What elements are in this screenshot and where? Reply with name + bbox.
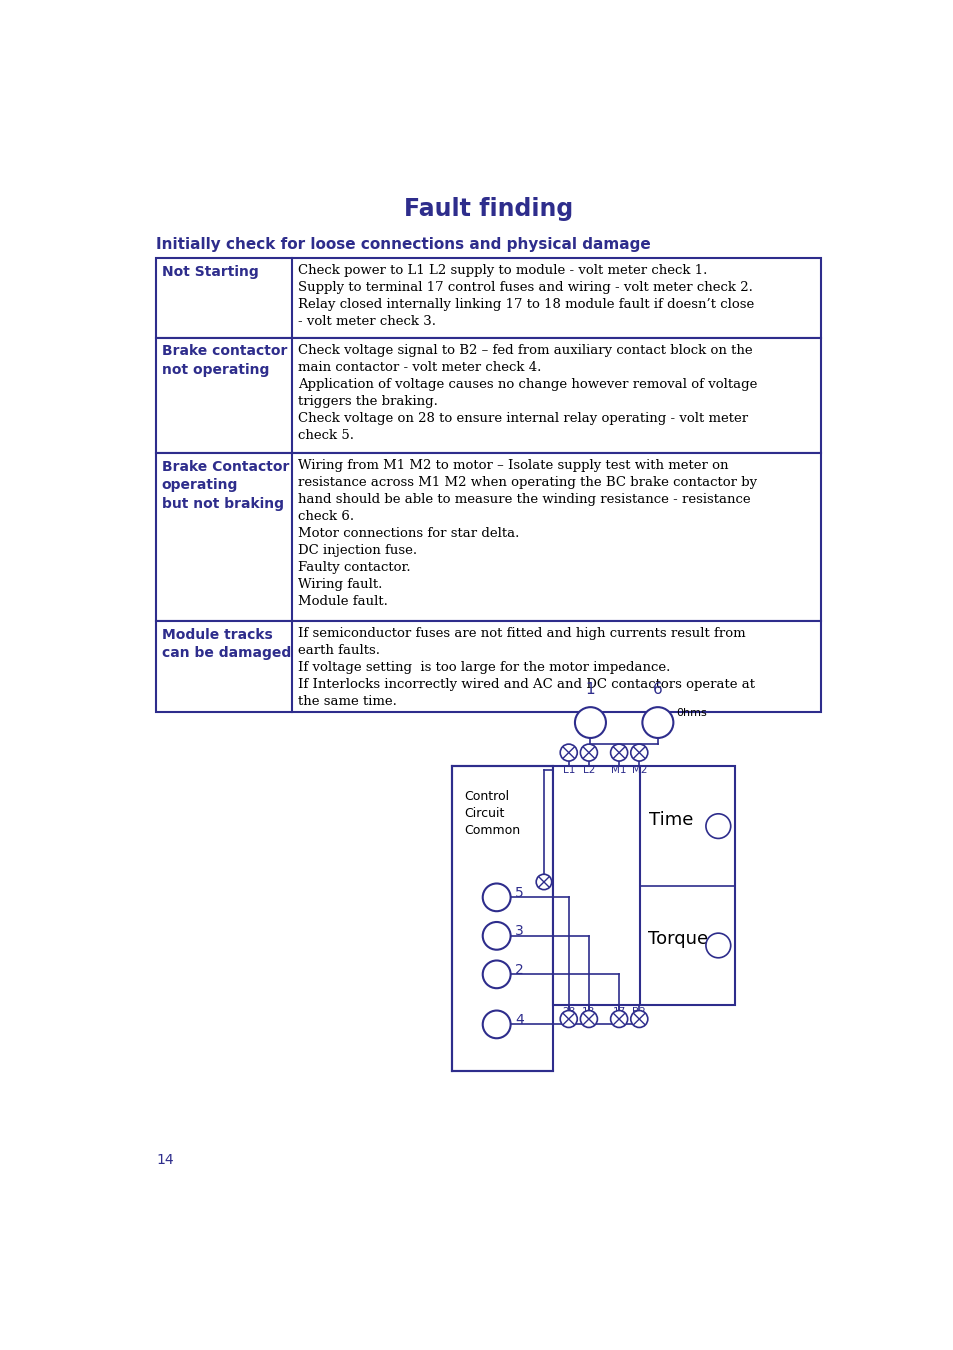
Text: Fault finding: Fault finding: [404, 197, 573, 220]
Text: 0hms: 0hms: [676, 709, 706, 718]
Text: 18: 18: [581, 1007, 595, 1017]
Text: M2: M2: [631, 765, 646, 775]
Text: V~: V~: [487, 891, 505, 904]
Circle shape: [559, 744, 577, 761]
Circle shape: [579, 1011, 597, 1027]
Circle shape: [575, 707, 605, 738]
Circle shape: [705, 933, 730, 957]
Circle shape: [630, 744, 647, 761]
Text: 1: 1: [585, 682, 595, 697]
Text: V~: V~: [580, 716, 599, 729]
Bar: [156, 621, 821, 711]
Text: M1: M1: [611, 765, 626, 775]
Text: Not Starting: Not Starting: [162, 265, 258, 279]
Text: Check power to L1 L2 supply to module - volt meter check 1.
Supply to terminal 1: Check power to L1 L2 supply to module - …: [298, 265, 754, 328]
Text: Time: Time: [649, 811, 693, 829]
Circle shape: [610, 744, 627, 761]
Text: B2: B2: [632, 1007, 645, 1017]
Circle shape: [610, 1011, 627, 1027]
Circle shape: [641, 707, 673, 738]
Text: R: R: [652, 716, 662, 730]
Circle shape: [579, 744, 597, 761]
Bar: [452, 767, 553, 1071]
Circle shape: [559, 1011, 577, 1027]
Circle shape: [482, 883, 510, 911]
Circle shape: [482, 1011, 510, 1038]
Circle shape: [482, 922, 510, 949]
Text: 3: 3: [515, 925, 523, 938]
Text: Control
Circuit
Common: Control Circuit Common: [464, 790, 519, 837]
Text: V~: V~: [487, 968, 505, 981]
Text: Initially check for loose connections and physical damage: Initially check for loose connections an…: [156, 238, 651, 252]
Text: V~: V~: [487, 929, 505, 942]
Text: Wiring from M1 M2 to motor – Isolate supply test with meter on
resistance across: Wiring from M1 M2 to motor – Isolate sup…: [298, 459, 757, 609]
Text: 28: 28: [561, 1007, 575, 1017]
Circle shape: [536, 875, 551, 890]
Circle shape: [630, 1011, 647, 1027]
Text: Torque: Torque: [647, 930, 707, 948]
Text: Module tracks
can be damaged: Module tracks can be damaged: [162, 628, 291, 660]
Circle shape: [705, 814, 730, 838]
Text: 2: 2: [515, 963, 523, 977]
Bar: [156, 338, 821, 454]
Text: Check voltage signal to B2 – fed from auxiliary contact block on the
main contac: Check voltage signal to B2 – fed from au…: [298, 344, 757, 441]
Text: L1: L1: [562, 765, 575, 775]
Text: 6: 6: [652, 682, 662, 697]
Text: 4: 4: [515, 1012, 523, 1027]
Text: Brake contactor
not operating: Brake contactor not operating: [162, 344, 287, 377]
Text: 17: 17: [612, 1007, 625, 1017]
Text: L2: L2: [582, 765, 595, 775]
Text: 5: 5: [515, 886, 523, 899]
Text: If semiconductor fuses are not fitted and high currents result from
earth faults: If semiconductor fuses are not fitted an…: [298, 628, 755, 709]
Circle shape: [482, 960, 510, 988]
Text: 14: 14: [156, 1153, 173, 1166]
Text: Brake Contactor
operating
but not braking: Brake Contactor operating but not brakin…: [162, 460, 289, 510]
Bar: [156, 258, 821, 338]
Bar: [156, 454, 821, 621]
Bar: [553, 767, 735, 1006]
Text: V~: V~: [487, 1018, 505, 1031]
